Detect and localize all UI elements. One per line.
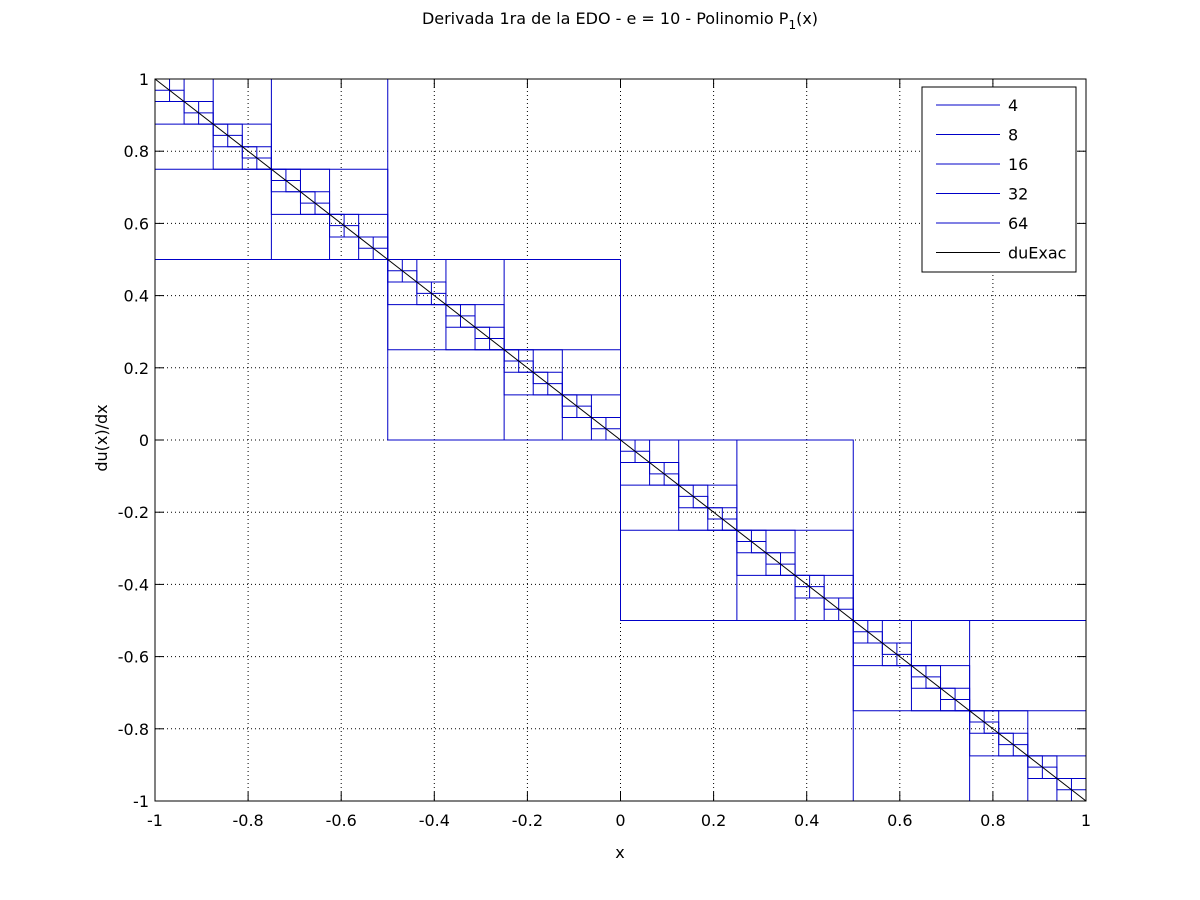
y-tick-label: 0.6 (124, 214, 149, 233)
y-tick-label: -0.6 (118, 648, 149, 667)
chart-title-suffix: (x) (796, 9, 818, 28)
legend-label: 16 (1008, 155, 1028, 174)
chart-title-main: Derivada 1ra de la EDO - e = 10 - Polino… (422, 9, 789, 28)
y-tick-label: 0.2 (124, 359, 149, 378)
x-tick-label: -0.8 (232, 811, 263, 830)
axis-ticks (154, 78, 1087, 802)
x-axis-label: x (615, 843, 624, 862)
x-tick-label: 0.2 (701, 811, 726, 830)
y-axis-label: du(x)/dx (92, 404, 111, 471)
x-tick-labels: -1 -0.8 -0.6 -0.4 -0.2 0 0.2 0.4 0.6 0.8 1 (147, 811, 1091, 830)
y-tick-label: -0.8 (118, 720, 149, 739)
y-tick-label: -0.2 (118, 503, 149, 522)
legend-label: 4 (1008, 96, 1018, 115)
x-tick-label: 0.4 (794, 811, 819, 830)
x-tick-label: 0.6 (887, 811, 912, 830)
y-tick-label: 0.4 (124, 287, 149, 306)
x-tick-label: 0.8 (980, 811, 1005, 830)
series-line-duExac (154, 78, 1087, 802)
legend: 4 8 16 32 64 duExac (921, 86, 1077, 273)
legend-label: 32 (1008, 185, 1028, 204)
y-tick-label: 0 (139, 431, 149, 450)
x-tick-label: -0.6 (326, 811, 357, 830)
y-tick-label: -1 (133, 792, 149, 811)
x-tick-label: -1 (147, 811, 163, 830)
chart-title: Derivada 1ra de la EDO - e = 10 - Polino… (422, 9, 818, 32)
y-tick-label: -0.4 (118, 575, 149, 594)
y-tick-label: 0.8 (124, 142, 149, 161)
legend-label: 64 (1008, 214, 1028, 233)
legend-box (921, 86, 1077, 273)
y-tick-labels: -1 -0.8 -0.6 -0.4 -0.2 0 0.2 0.4 0.6 0.8 1 (118, 70, 149, 811)
legend-label: 8 (1008, 126, 1018, 145)
y-tick-label: 1 (139, 70, 149, 89)
x-tick-label: -0.2 (512, 811, 543, 830)
legend-label: duExac (1008, 244, 1066, 263)
chart-title-subscript: 1 (788, 18, 796, 32)
x-tick-label: 1 (1081, 811, 1091, 830)
x-tick-label: 0 (615, 811, 625, 830)
x-tick-label: -0.4 (419, 811, 450, 830)
